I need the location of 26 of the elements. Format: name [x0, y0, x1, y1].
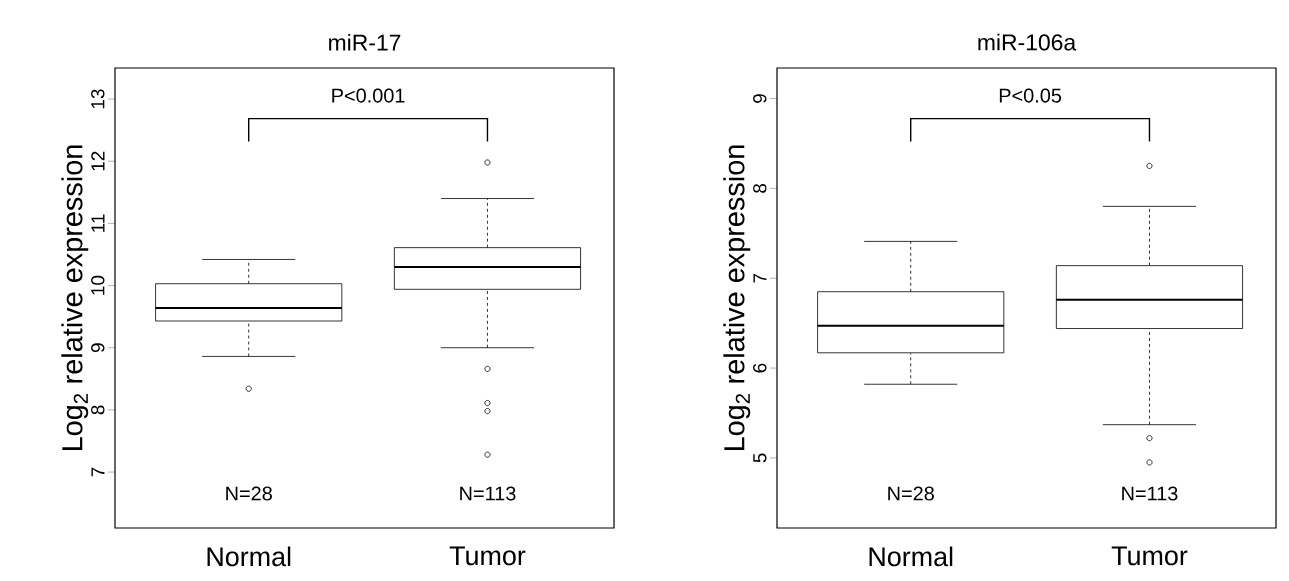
- x-tick-label: Normal: [207, 546, 291, 567]
- y-tick-label: 10: [91, 275, 105, 295]
- annotation: P<0.001: [332, 88, 405, 103]
- y-tick-label: 8: [753, 183, 767, 193]
- annotation: N=28: [888, 486, 934, 501]
- x-tick-label: Tumor: [449, 546, 526, 566]
- y-tick-label: 6: [753, 363, 767, 373]
- y-tick-label: 13: [91, 89, 105, 109]
- chart-title: miR-17: [329, 33, 401, 51]
- annotation: N=28: [226, 486, 272, 501]
- y-tick-label: 7: [753, 273, 767, 283]
- y-tick-label: 8: [91, 405, 105, 415]
- y-tick-label: 9: [91, 343, 105, 353]
- y-axis-title: Log$_{2}$ relative expression: [61, 145, 89, 451]
- y-tick-label: 12: [91, 151, 105, 171]
- x-tick-label: Tumor: [1111, 546, 1188, 566]
- annotation: P<0.05: [999, 88, 1062, 103]
- x-tick-label: Normal: [869, 546, 953, 567]
- y-tick-label: 11: [91, 214, 105, 232]
- y-axis-title: Log$_{2}$ relative expression: [723, 145, 751, 451]
- y-tick-label: 7: [91, 467, 105, 477]
- annotation: N=113: [460, 486, 516, 501]
- chart-title: miR-106a: [978, 33, 1077, 51]
- annotation: N=113: [1122, 486, 1178, 501]
- y-tick-label: 9: [753, 94, 767, 103]
- y-tick-label: 5: [753, 453, 767, 463]
